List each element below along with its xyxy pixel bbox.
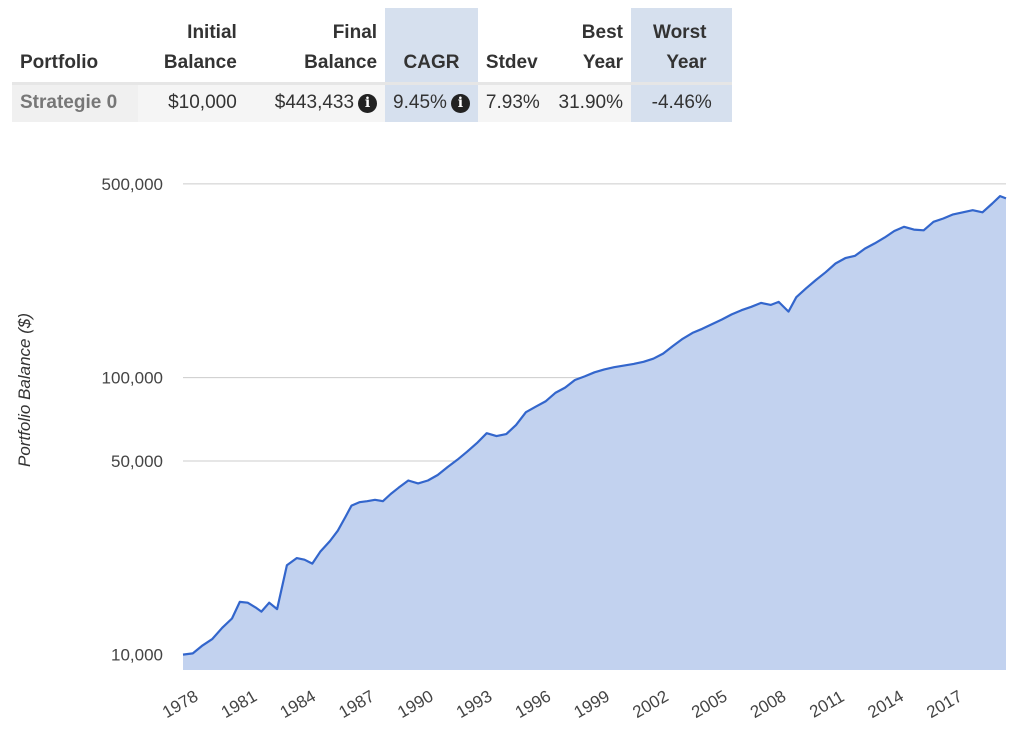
x-tick-label: 2014: [865, 687, 907, 722]
balance-area-fill: [183, 196, 1006, 670]
x-tick-label: 2002: [629, 687, 671, 722]
table-header-row: Portfolio Initial Balance Final Balance …: [12, 8, 733, 85]
x-tick-label: 1981: [218, 687, 260, 722]
header-stdev[interactable]: Stdev: [477, 8, 548, 85]
portfolio-growth-chart: 10,000 50,000 100,000 500,000 1978 1981 1984 1…: [0, 150, 1011, 747]
x-tick-label: 1978: [159, 687, 201, 722]
cell-portfolio-name: Strategie 0: [12, 83, 139, 122]
x-tick-label: 1996: [512, 687, 554, 722]
y-tick-label: 50,000: [111, 452, 163, 471]
header-initial-balance[interactable]: Initial Balance: [138, 8, 245, 85]
header-worst-year-line1: Worst: [652, 22, 707, 43]
header-initial-balance-line1: Initial: [187, 22, 237, 43]
header-portfolio[interactable]: Portfolio: [12, 8, 139, 85]
table-row: Strategie 0 $10,000 $443,433 i 9.45% i 7.9…: [12, 83, 733, 122]
x-tick-label: 2017: [923, 687, 965, 722]
cell-best-year: 31.90%: [547, 83, 631, 122]
header-final-balance-line1: Final: [332, 22, 378, 43]
cell-initial-balance: $10,000: [138, 83, 245, 122]
cell-stdev: 7.93%: [477, 83, 548, 122]
x-tick-label: 1984: [277, 687, 319, 722]
y-axis-label: Portfolio Balance ($): [15, 313, 34, 467]
x-tick-label: 1987: [335, 687, 377, 722]
info-circle-icon[interactable]: i: [450, 94, 470, 113]
header-final-balance-line2: Balance: [304, 52, 378, 73]
info-circle-icon[interactable]: i: [358, 94, 378, 113]
cell-cagr: 9.45% i: [385, 83, 478, 122]
cell-cagr-value: 9.45%: [393, 92, 447, 113]
header-final-balance[interactable]: Final Balance: [244, 8, 386, 85]
header-best-year-line2: Year: [582, 52, 623, 73]
x-tick-label: 2011: [806, 687, 847, 722]
x-tick-label: 1999: [571, 687, 613, 722]
y-tick-label: 500,000: [102, 175, 163, 194]
balance-series-line[interactable]: [182, 195, 1007, 656]
x-axis: 1978 1981 1984 1987 1990 1993 1996 1999 2002 2005…: [159, 687, 965, 722]
header-worst-year-line2: Year: [666, 52, 707, 73]
x-tick-label: 2008: [747, 687, 789, 722]
header-cagr[interactable]: CAGR: [385, 8, 478, 85]
cell-worst-year: -4.46%: [630, 83, 733, 122]
header-best-year[interactable]: Best Year: [547, 8, 631, 85]
cell-final-balance: $443,433 i: [244, 83, 386, 122]
x-tick-label: 2005: [688, 687, 730, 722]
portfolio-summary-table: Portfolio Initial Balance Final Balance …: [12, 8, 733, 122]
x-tick-label: 1993: [453, 687, 495, 722]
header-worst-year[interactable]: Worst Year: [630, 8, 733, 85]
y-tick-label: 100,000: [102, 369, 163, 388]
cell-final-balance-value: $443,433: [274, 92, 355, 113]
x-tick-label: 1990: [394, 687, 436, 722]
header-best-year-line1: Best: [581, 22, 623, 43]
y-tick-label: 10,000: [111, 646, 163, 665]
y-axis: 10,000 50,000 100,000 500,000: [102, 175, 163, 665]
header-initial-balance-line2: Balance: [163, 52, 237, 73]
